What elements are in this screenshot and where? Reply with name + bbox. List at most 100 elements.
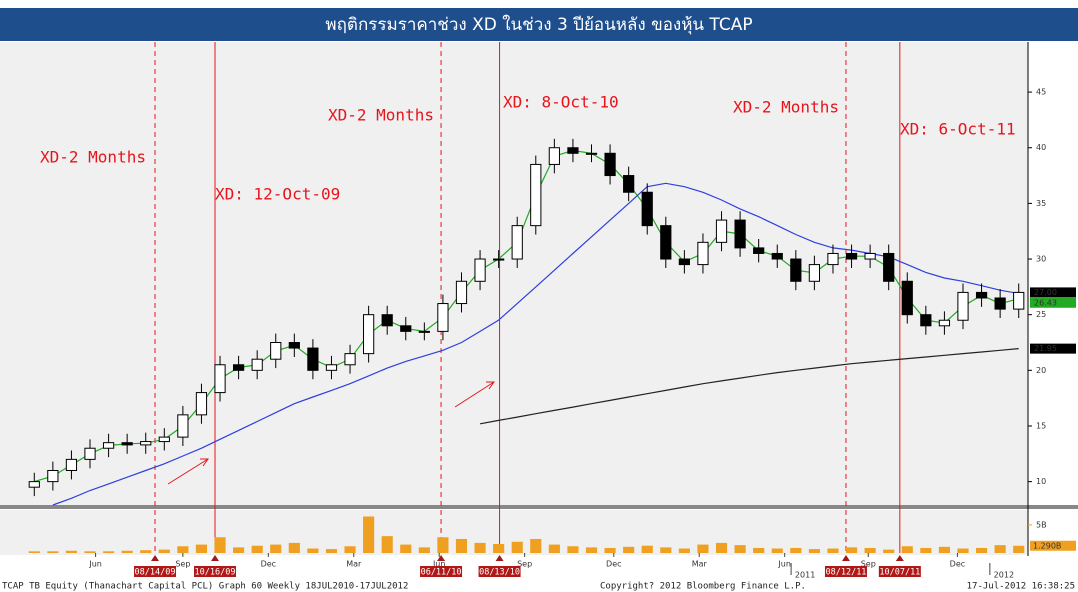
volume-bar [715,542,728,553]
annotation: XD: 6-Oct-11 [900,120,1016,139]
event-flag-marker [211,555,220,561]
candle-body [901,280,913,316]
annotation: XD-2 Months [328,106,434,125]
volume-bar [883,549,895,553]
candles [28,138,1025,497]
candle-body [381,314,393,327]
volume-bar [641,545,653,553]
candle-body [363,314,375,355]
event-flag [134,566,177,577]
candle-body [307,347,319,371]
title-bar [0,8,1078,41]
volume-bar [975,547,988,553]
candle-body [715,219,728,243]
footer-center: Copyright? 2012 Bloomberg Finance L.P. [600,582,806,592]
moving-average [479,348,1019,425]
candle-body [790,258,802,282]
candle-body [678,258,690,266]
candle-body [325,364,338,371]
volume-bar [493,544,505,553]
volume-bar [938,546,950,553]
volume-bar [158,549,170,553]
x-tick-label: Jun [88,560,102,569]
year-tick-label: 2012 [994,571,1014,580]
x-tick-label: Mar [346,560,362,569]
candle-body [920,314,932,327]
volume-bar [288,542,300,553]
arrows [167,381,495,485]
volume-bar [864,547,876,553]
volume-bar [307,548,319,553]
candle-body [270,342,282,360]
volume-bar [771,548,783,553]
candle-body [177,414,189,438]
volume-bar [567,546,579,553]
volume-bar [678,548,690,553]
annotation: XD: 12-Oct-09 [215,185,340,204]
annotation: XD-2 Months [40,148,146,167]
volume-bar [195,544,208,553]
volume-bar [103,551,115,553]
candle-body [604,152,616,177]
y-tick-label: 45 [1036,88,1046,97]
candle-body [864,252,876,260]
chart-title: พฤติกรรมราคาช่วง XD ในช่วง 3 ปีย้อนหลัง … [325,14,752,35]
candle-body [975,291,988,299]
candle-body [883,252,895,282]
volume-bar [994,545,1006,553]
event-flag [420,566,463,577]
candle-body [437,303,449,332]
volume-bar [734,545,746,553]
separator [0,505,1078,509]
volume-bar [585,547,598,553]
candle-body [28,481,40,488]
volume-bar [84,551,96,553]
volume-bar [363,516,375,553]
price-tag-label: 26.43 [1034,298,1057,307]
y-tick-label: 10 [1036,477,1046,486]
event-flag-marker [495,555,504,561]
volume-bar [270,544,282,553]
volume-bar [251,545,263,553]
volume-tag [1030,540,1076,551]
moving-average [52,182,1019,506]
candle-body [344,353,356,366]
volume-bar [47,551,59,553]
arrow [454,381,495,408]
price-tag [1030,297,1076,308]
event-flag-label: 08/13/10 [479,568,520,578]
volume-bar [511,541,523,553]
candle-body [567,147,579,154]
volume-tag-label: 1.290B [1033,541,1061,550]
y-tick-label: 35 [1036,199,1046,208]
candle-body [418,330,430,333]
candle-body [455,280,468,305]
footer-left: TCAP TB Equity (Thanachart Capital PCL) … [2,582,408,592]
price-tag-label: 27.00 [1034,288,1057,297]
candle-body [548,147,560,165]
candle-body [84,447,96,460]
volume-bar [344,546,356,553]
candle-body [1013,291,1025,310]
volume-bar [845,547,858,553]
event-flag-label: 08/14/09 [135,568,176,578]
candle-body [845,252,858,260]
candle-body [474,258,486,282]
volume-bar [1013,545,1025,553]
candle-body [641,191,653,227]
y-tick-label: 20 [1036,366,1046,375]
x-tick-label: Sep [175,560,190,569]
annotation: XD: 8-Oct-10 [503,93,619,112]
y-tick-label: 40 [1036,143,1046,152]
event-flag-label: 10/07/11 [879,568,920,578]
volume-bar [325,549,338,553]
price-tag [1030,287,1076,298]
candle-body [251,358,263,371]
candle-body [697,241,709,266]
event-flag-marker [151,555,160,561]
volume-bar [455,538,468,553]
volume-tick-label: 5B [1036,520,1047,529]
candle-body [660,225,672,260]
candle-body [140,441,152,446]
x-tick-label: Dec [261,560,276,569]
